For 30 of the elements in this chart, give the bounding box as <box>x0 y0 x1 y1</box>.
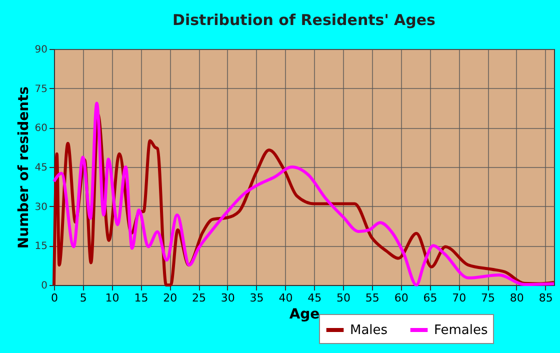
y-tick-label: 90 <box>34 44 48 56</box>
x-tick-label: 30 <box>220 292 235 304</box>
legend-label: Males <box>350 323 388 338</box>
y-tick-label: 0 <box>41 280 48 292</box>
x-tick-label: 75 <box>481 292 496 304</box>
y-tick-label: 30 <box>34 202 48 213</box>
x-tick-label: 70 <box>452 292 466 304</box>
y-tick-label: 75 <box>34 84 48 95</box>
x-tick-label: 35 <box>250 292 264 304</box>
x-tick-label: 55 <box>365 292 380 304</box>
x-tick-label: 80 <box>510 292 524 304</box>
x-tick-label: 10 <box>105 292 120 304</box>
y-tick-label: 45 <box>34 162 48 174</box>
y-axis-title: Number of residents <box>16 86 32 249</box>
x-tick-label: 45 <box>308 292 322 304</box>
x-tick-label: 0 <box>51 292 58 304</box>
x-tick-label: 20 <box>163 292 178 304</box>
legend-label: Females <box>434 323 488 338</box>
y-tick-label: 60 <box>34 123 48 134</box>
y-tick-label: 15 <box>34 241 48 252</box>
x-tick-label: 85 <box>538 292 553 304</box>
x-axis-title: Age <box>289 306 320 322</box>
x-tick-label: 50 <box>336 292 351 304</box>
x-tick-label: 5 <box>80 292 87 304</box>
x-tick-label: 40 <box>278 292 293 304</box>
x-tick-label: 25 <box>192 292 206 304</box>
chart-title: Distribution of Residents' Ages <box>172 11 436 29</box>
x-tick-label: 60 <box>394 292 408 304</box>
x-tick-label: 65 <box>423 292 438 304</box>
x-tick-label: 15 <box>134 292 148 304</box>
